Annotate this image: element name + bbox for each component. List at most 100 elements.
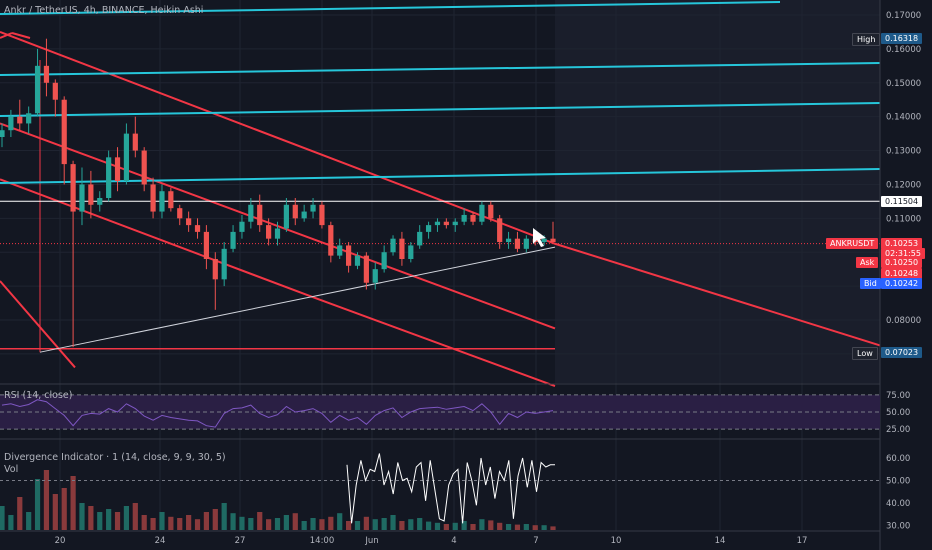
- time-tick-label: 7: [533, 536, 538, 546]
- candle-body: [266, 225, 272, 239]
- candle-body: [97, 198, 103, 205]
- volume-bar: [61, 488, 67, 530]
- volume-bar: [354, 521, 361, 530]
- volume-bar: [434, 522, 441, 530]
- candle-body: [479, 204, 485, 222]
- time-tick-label: 14:00: [310, 536, 335, 546]
- support-trendline: [39, 246, 556, 353]
- rsi-legend[interactable]: RSI (14, close): [4, 390, 73, 401]
- candle-body: [79, 184, 85, 212]
- price-tick-label: 0.11000: [886, 214, 921, 224]
- volume-bar: [230, 513, 236, 530]
- volume-bar: [0, 506, 5, 530]
- volume-bar: [88, 506, 94, 530]
- candle-body: [452, 221, 458, 226]
- candle-body: [372, 269, 378, 283]
- price-tick-label: 0.08000: [886, 316, 921, 326]
- volume-bar: [399, 521, 405, 530]
- volume-bar: [106, 509, 112, 530]
- divergence-legend[interactable]: Divergence Indicator · 1 (14, close, 9, …: [4, 452, 226, 463]
- volume-bar: [8, 515, 14, 530]
- candle-body: [61, 99, 67, 165]
- candle-body: [17, 116, 23, 124]
- candle-body: [52, 82, 58, 100]
- volume-bar: [523, 524, 529, 530]
- candle-body: [417, 231, 423, 246]
- grid: [0, 0, 880, 531]
- volume-bar: [70, 476, 76, 530]
- volume-bar: [283, 515, 289, 530]
- ask-tag-value: 0.10250: [881, 257, 923, 268]
- volume-bar: [443, 524, 449, 530]
- trendline-cyan-3: [0, 102, 881, 117]
- volume-bar: [417, 518, 423, 530]
- candle-body: [212, 259, 218, 280]
- divergence-line: [346, 453, 555, 524]
- candle-body: [123, 133, 130, 182]
- price-tick-label: 0.13000: [886, 147, 921, 157]
- volume-bar: [532, 525, 538, 530]
- volume-bar: [310, 518, 316, 530]
- mid-tag-value: 0.10248: [881, 268, 923, 279]
- candle-body: [106, 157, 112, 198]
- volume-bar: [168, 516, 174, 530]
- trendline-top-left: [0, 32, 13, 39]
- candle-body: [150, 184, 156, 212]
- volume-bar: [292, 513, 298, 530]
- volume-bar: [141, 515, 147, 530]
- volume-bar: [186, 515, 192, 530]
- candle-body: [114, 157, 121, 182]
- candle-body: [43, 65, 50, 83]
- volume-bar: [17, 497, 23, 530]
- volume-bar: [177, 518, 183, 530]
- low-tag-label: Low: [852, 347, 878, 360]
- volume-bar: [34, 479, 41, 530]
- trend-lines: [0, 1, 881, 388]
- volume-bar: [328, 516, 334, 530]
- candle-body: [381, 252, 387, 270]
- volume-bar: [132, 503, 138, 530]
- price-tick-label: 0.12000: [886, 180, 921, 190]
- volume-legend[interactable]: Vol: [4, 464, 19, 475]
- volume-bar: [461, 521, 467, 530]
- candle-body: [541, 238, 547, 243]
- candle-body: [443, 221, 449, 226]
- volume-bar: [239, 516, 245, 530]
- volume-bar: [514, 524, 521, 530]
- candle-body: [221, 248, 227, 280]
- time-tick-label: 20: [55, 536, 66, 546]
- volume-bar: [194, 519, 201, 530]
- candle-body: [399, 238, 405, 259]
- candle-body: [70, 164, 76, 212]
- time-tick-label: 10: [611, 536, 622, 546]
- candle-body: [390, 238, 396, 253]
- time-tick-label: 4: [451, 536, 456, 546]
- volume-bar: [212, 509, 218, 530]
- candle-body: [34, 65, 41, 114]
- candle-body: [248, 204, 254, 222]
- bid-tag-value: 0.10242: [881, 278, 923, 289]
- candle-body: [88, 184, 94, 205]
- volume-bar: [43, 470, 50, 530]
- volume-bar: [301, 521, 307, 530]
- volume-bar: [79, 503, 85, 530]
- chart-title[interactable]: Ankr / TetherUS, 4h, BINANCE, Heikin Ash…: [4, 5, 204, 16]
- volume-bar: [425, 521, 432, 530]
- cursor-pointer-icon: [533, 228, 546, 247]
- candle-body: [408, 245, 414, 259]
- trendline-cyan-2: [0, 62, 881, 76]
- high-tag-label: High: [852, 33, 881, 46]
- candle-body: [168, 191, 174, 209]
- bid-tag-label: Bid: [860, 278, 881, 289]
- volume-bar: [150, 518, 156, 530]
- price-tick-label: 0.17000: [886, 11, 921, 21]
- candle-body: [301, 211, 307, 219]
- volume-bar: [470, 524, 476, 530]
- candle-body: [345, 245, 352, 266]
- candle-body: [292, 204, 298, 219]
- candle-body: [141, 150, 147, 185]
- candle-body: [328, 225, 334, 256]
- price-tick-label: 0.14000: [886, 113, 921, 123]
